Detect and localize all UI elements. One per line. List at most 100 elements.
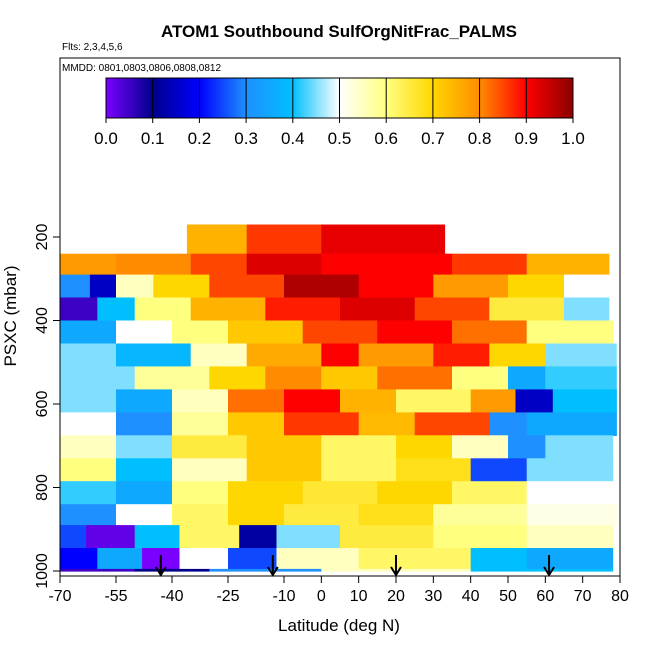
heatmap-cell [86,525,136,549]
heatmap-cell [228,481,304,505]
heatmap-cell [321,458,397,482]
y-axis-label: PSXC (mbar) [1,265,20,366]
flight-marker-arrow [390,555,402,577]
heatmap-cell [358,412,416,436]
heatmap-cell [284,504,360,526]
heatmap-cell [321,366,378,390]
heatmap-cell [60,435,117,459]
heatmap-cell [284,274,360,299]
x-tick-label: -25 [216,588,239,605]
colorbar-tick-label: 0.7 [421,129,445,148]
colorbar-tick-label: 0.6 [374,129,398,148]
colorbar-tick-label: 0.3 [234,129,258,148]
heatmap-cell [97,297,136,322]
heatmap-cell [340,389,397,413]
heatmap-cell [60,481,117,505]
heatmap-cell [60,568,136,572]
heatmap-cell [564,274,610,299]
heatmap-cell [526,481,617,505]
heatmap-cell [358,274,434,299]
heatmap-cell [246,435,322,459]
heatmap-cell [172,504,229,526]
heatmap-cell [414,412,490,436]
heatmap-cell [552,389,617,413]
heatmap-cell [470,458,528,482]
heatmap-cell [396,435,453,459]
heatmap-cell [321,343,360,368]
colorbar-tick-label: 0.0 [94,129,118,148]
heatmap-cell [153,274,210,299]
x-tick-label: 20 [387,588,405,605]
heatmap-cell [358,504,434,526]
heatmap-cell [116,504,173,526]
heatmap-cell [489,343,546,368]
colorbar: 0.0 0.1 0.2 0.3 0.4 0.5 0.6 0.7 0.8 0.9 1.0 [94,77,585,148]
x-tick-label: 50 [499,588,517,605]
heatmap-cell [265,297,341,322]
heatmap-cell [433,525,528,549]
heatmap-cell [358,548,472,570]
colorbar-tick-label: 0.1 [141,129,165,148]
heatmap-cell [377,481,453,505]
heatmap-cell [116,458,173,482]
heatmap-cell [246,343,322,368]
flight-markers [154,555,555,577]
heatmap-cell [172,412,229,436]
heatmap-cell [209,366,266,390]
heatmap-cell [239,525,278,549]
heatmap-cell [246,458,322,482]
x-tick-label: 30 [424,588,442,605]
heatmap-cell [302,481,378,505]
heatmap-cell [116,412,173,436]
heatmap-cell [508,366,546,390]
heatmap-cell [358,343,434,368]
heatmap-cell [60,366,136,390]
colorbar-tick-label: 0.8 [468,129,492,148]
heatmap-cell [89,274,117,299]
colorbar-tick-label: 0.5 [328,129,352,148]
chart-title: ATOM1 Southbound SulfOrgNitFrac_PALMS [161,22,517,41]
x-tick-label: -10 [272,588,295,605]
x-axis: -70 -55 -40 -25 -10 0 10 20 30 40 50 60 70 80 [48,576,629,605]
heatmap-cell [116,481,173,505]
heatmap-cell [414,297,490,322]
x-tick-label: 10 [350,588,368,605]
heatmap-cell [489,297,565,322]
heatmap-cell [377,320,453,345]
heatmap-cell [433,274,509,299]
heatmap-cell [545,366,617,390]
heatmap-cell [433,504,528,526]
colorbar-tick-label: 0.4 [281,129,305,148]
heatmap-cell [276,548,360,570]
heatmap-cell [60,548,98,570]
heatmap-cell [470,389,517,413]
flight-marker-arrow [543,555,555,577]
heatmap-cell [60,412,117,436]
heatmap-cell [452,435,509,459]
flight-marker-arrow [154,555,167,577]
heatmap-cell [116,274,154,299]
heatmap-cell [321,435,397,459]
heatmap-cell [284,389,341,413]
heatmap-cell [116,435,173,459]
x-tick-label: -55 [104,588,127,605]
flight-marker-arrow [266,555,279,577]
x-tick-label: 40 [462,588,480,605]
colorbar-tick-label: 1.0 [561,129,585,148]
heatmap-cell [526,320,614,345]
heatmap-cell [340,297,416,322]
y-tick-label: 600 [34,391,51,418]
heatmap-cell [60,504,117,526]
heatmap-cell [246,224,322,255]
x-tick-label: 70 [574,588,592,605]
heatmap-cell [228,504,285,526]
heatmap-cell [377,366,453,390]
heatmap-cell [228,320,304,345]
heatmap-cell [116,253,192,276]
heatmap-layers [60,224,617,572]
heatmap-cell [340,525,434,549]
heatmap-cell [172,481,229,505]
heatmap-cell [190,297,266,322]
x-tick-label: 80 [611,588,629,605]
